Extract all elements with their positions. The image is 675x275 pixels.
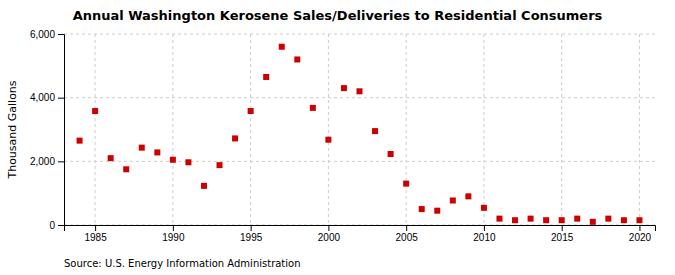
point [528,216,534,222]
tick-mark [251,225,252,231]
tick-mark [58,98,64,99]
tick: 0 [49,220,64,231]
point [357,88,363,94]
axis-domain [65,226,656,232]
tick-label: 2005 [396,232,419,243]
tick-label: 0 [49,220,55,231]
point [139,145,145,151]
tick: 4,000 [30,92,64,103]
point [574,216,580,222]
tick: 2,000 [30,156,64,167]
point [419,206,425,212]
tick-label: 1995 [240,232,263,243]
grid-line [250,34,251,225]
point [496,216,502,222]
point [636,217,642,223]
tick-label: 1985 [84,232,107,243]
point [543,217,549,223]
grid-line [172,34,173,225]
point [170,157,176,163]
point [512,217,518,223]
tick-label: 2,000 [30,156,55,167]
point [217,162,223,168]
point [77,138,83,144]
tick-mark [639,225,640,231]
tick-mark [58,34,64,35]
point [248,108,254,114]
tick-mark [562,225,563,231]
grid [64,34,655,225]
point [92,108,98,114]
grid-line [406,34,407,225]
tick-mark [173,225,174,231]
points [77,44,643,225]
tick-mark [95,225,96,231]
grid-line [328,34,329,225]
point [403,181,409,187]
tick-label: 4,000 [30,92,55,103]
point [388,151,394,157]
point [325,137,331,143]
point [310,105,316,111]
tick-label: 2010 [473,232,496,243]
point [481,205,487,211]
point [621,217,627,223]
tick: 2005 [396,225,419,243]
axis-domain [58,35,65,226]
point [590,219,596,225]
point [232,135,238,141]
y-axis-label: Thousand Gallons [6,80,19,179]
tick: 2010 [473,225,496,243]
point [108,155,114,161]
point [434,208,440,214]
point [263,74,269,80]
y-axis: 0 2,000 4,000 6,000 [30,29,65,231]
point [185,159,191,165]
point [294,56,300,62]
tick: 2015 [551,225,574,243]
point [605,216,611,222]
tick-label: 1990 [162,232,185,243]
tick-mark [328,225,329,231]
grid-line [64,34,655,35]
tick: 1985 [84,225,107,243]
tick-label: 6,000 [30,29,55,40]
grid-line [483,34,484,225]
title: Annual Washington Kerosene Sales/Deliver… [73,8,603,23]
point [279,44,285,50]
tick-mark [484,225,485,231]
grid-line [64,161,655,162]
tick-label: 2020 [629,232,652,243]
point [372,128,378,134]
chart: 1985 1990 1995 2000 2005 2010 2015 2020 0 2,000 4,… [0,0,675,275]
grid-line [95,34,96,225]
grid-line [639,34,640,225]
point [341,85,347,91]
grid-line [64,97,655,98]
tick: 1990 [162,225,185,243]
tick-mark [406,225,407,231]
point [201,183,207,189]
tick: 2000 [318,225,341,243]
tick-label: 2015 [551,232,574,243]
tick: 2020 [629,225,652,243]
tick-label: 2000 [318,232,341,243]
x-axis: 1985 1990 1995 2000 2005 2010 2015 2020 [65,225,656,243]
point [465,193,471,199]
grid-line [561,34,562,225]
point [154,149,160,155]
annotation: Source: U.S. Energy Information Administ… [64,258,301,269]
tick: 6,000 [30,29,64,40]
tick-mark [58,225,64,226]
point [123,166,129,172]
tick: 1995 [240,225,263,243]
point [559,217,565,223]
plot-area: 1985 1990 1995 2000 2005 2010 2015 2020 0 2,000 4,… [30,29,656,243]
point [450,197,456,203]
tick-mark [58,161,64,162]
